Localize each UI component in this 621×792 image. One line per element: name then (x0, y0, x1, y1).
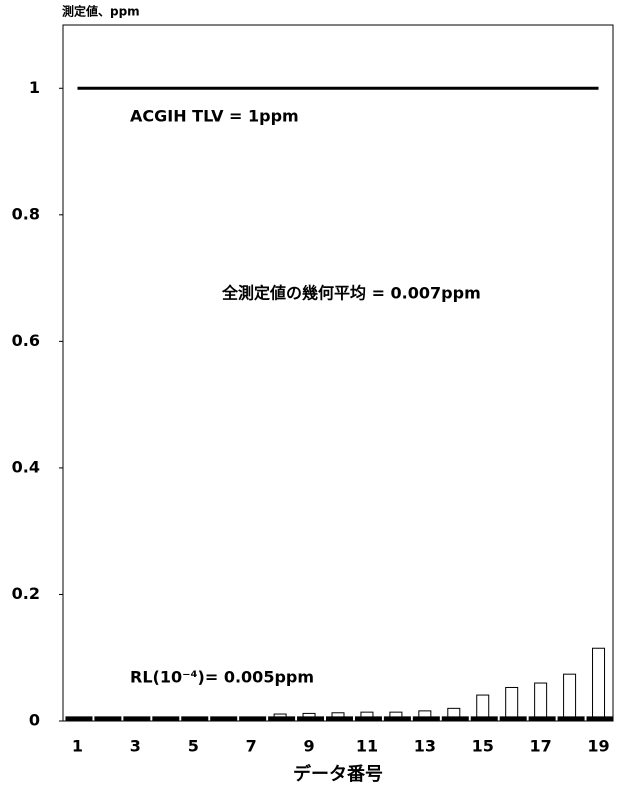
plot-frame (62, 24, 614, 722)
y-tick-label: 0.8 (12, 204, 40, 223)
x-tick-label: 13 (414, 737, 436, 756)
bar (592, 647, 606, 722)
x-tick-label: 3 (130, 737, 141, 756)
bar (563, 673, 577, 722)
y-tick-label: 1 (29, 78, 40, 97)
y-axis-label: 測定値、ppm (62, 4, 140, 19)
y-tick-label: 0 (29, 711, 40, 730)
annotation: 全測定値の幾何平均 = 0.007ppm (221, 284, 481, 303)
x-tick-label: 5 (188, 737, 199, 756)
annotation: RL(10⁻⁴)= 0.005ppm (130, 668, 314, 687)
x-tick-label: 9 (303, 737, 314, 756)
x-tick-label: 1 (72, 737, 83, 756)
bar (505, 686, 519, 722)
x-tick-label: 11 (356, 737, 378, 756)
y-tick-label: 0.4 (12, 457, 40, 476)
y-tick-label: 0.6 (12, 331, 40, 350)
x-tick-label: 7 (246, 737, 257, 756)
y-tick-label: 0.2 (12, 584, 40, 603)
annotation: ACGIH TLV = 1ppm (130, 107, 299, 126)
x-tick-label: 17 (529, 737, 551, 756)
bar (534, 682, 548, 722)
x-axis-label: データ番号 (293, 763, 383, 785)
x-tick-label: 19 (587, 737, 609, 756)
x-tick-label: 15 (472, 737, 494, 756)
